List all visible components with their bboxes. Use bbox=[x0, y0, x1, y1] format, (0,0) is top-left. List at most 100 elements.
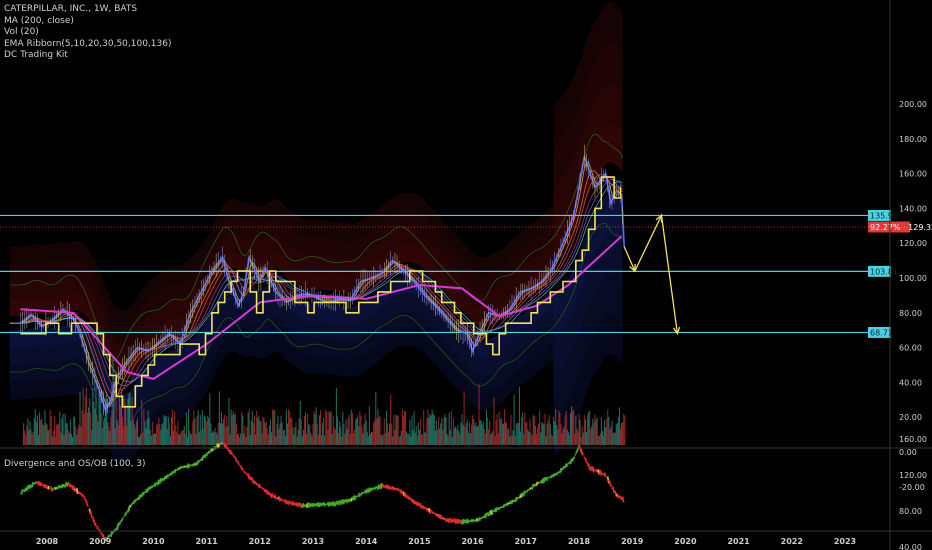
volume-bar bbox=[226, 415, 228, 445]
osc-segment bbox=[88, 507, 90, 510]
volume-bar bbox=[103, 417, 106, 445]
volume-bar bbox=[144, 421, 146, 445]
volume-bar bbox=[315, 407, 317, 445]
volume-bar bbox=[151, 422, 153, 445]
osc-segment bbox=[253, 480, 257, 485]
osc-segment bbox=[128, 504, 131, 512]
osc-segment bbox=[280, 498, 283, 501]
volume-bar bbox=[170, 417, 173, 445]
oscillator-title[interactable]: Divergence and OS/OB (100, 3) bbox=[4, 459, 146, 469]
volume-bar bbox=[259, 420, 261, 445]
volume-bar bbox=[408, 433, 410, 445]
volume-bar bbox=[598, 435, 600, 445]
osc-segment bbox=[522, 490, 526, 497]
volume-bar bbox=[518, 386, 520, 445]
volume-bar bbox=[89, 398, 91, 445]
legend-ema-ribbon[interactable]: EMA Ribborn(5,10,20,30,50,100,136) bbox=[4, 38, 172, 49]
volume-bar bbox=[597, 435, 599, 445]
volume-bar bbox=[104, 398, 107, 445]
osc-segment bbox=[56, 485, 60, 490]
osc-segment bbox=[507, 502, 510, 505]
volume-bar bbox=[141, 399, 143, 445]
volume-bar bbox=[230, 409, 232, 445]
volume-bar bbox=[472, 415, 474, 445]
osc-segment bbox=[408, 496, 411, 500]
volume-bar bbox=[299, 400, 301, 445]
volume-bar bbox=[128, 393, 130, 445]
volume-bar bbox=[39, 412, 41, 445]
volume-bar bbox=[47, 430, 49, 445]
y-tick-label: 120.00 bbox=[899, 239, 927, 248]
volume-bar bbox=[496, 414, 498, 445]
osc-segment bbox=[87, 505, 89, 508]
volume-bar bbox=[551, 436, 553, 445]
volume-bar bbox=[119, 405, 121, 445]
volume-bar bbox=[516, 423, 518, 445]
volume-bar bbox=[124, 398, 126, 445]
legend-ma200[interactable]: MA (200, close) bbox=[4, 15, 74, 26]
volume-bar bbox=[224, 414, 226, 445]
volume-bar bbox=[383, 418, 385, 445]
osc-segment bbox=[239, 465, 243, 470]
volume-bar bbox=[234, 413, 236, 445]
volume-bar bbox=[51, 436, 53, 445]
volume-bar bbox=[590, 429, 592, 445]
volume-bar bbox=[62, 413, 64, 445]
legend-volume[interactable]: Vol (20) bbox=[4, 27, 39, 38]
osc-segment bbox=[542, 477, 545, 484]
osc-segment bbox=[240, 467, 244, 471]
volume-bar bbox=[515, 423, 517, 445]
volume-bar bbox=[486, 417, 489, 445]
osc-segment bbox=[161, 477, 164, 482]
volume-bar bbox=[32, 431, 34, 445]
volume-bar bbox=[192, 421, 194, 445]
volume-bar bbox=[279, 423, 281, 445]
osc-segment bbox=[182, 465, 185, 469]
symbol-title[interactable]: CATERPILLAR, INC., 1W, BATS bbox=[4, 4, 138, 14]
osc-segment bbox=[461, 518, 464, 525]
volume-bar bbox=[36, 415, 38, 445]
legend-dc-trading-kit[interactable]: DC Trading Kit bbox=[4, 50, 68, 61]
volume-bar bbox=[179, 434, 181, 445]
volume-bar bbox=[136, 418, 139, 445]
volume-bar bbox=[540, 432, 542, 445]
volume-bar bbox=[73, 416, 75, 445]
volume-bar bbox=[550, 434, 552, 445]
volume-bar bbox=[162, 423, 164, 445]
volume-bar bbox=[266, 428, 268, 445]
volume-bar bbox=[466, 419, 468, 445]
osc-segment bbox=[518, 494, 522, 499]
volume-bar bbox=[530, 432, 532, 445]
osc-segment bbox=[540, 478, 544, 484]
y-tick-label: 80.00 bbox=[899, 309, 922, 318]
volume-bar bbox=[614, 432, 616, 445]
volume-bar bbox=[507, 429, 509, 445]
volume-bar bbox=[40, 420, 42, 445]
osc-segment bbox=[64, 482, 67, 488]
volume-bar bbox=[61, 418, 63, 445]
volume-bar bbox=[29, 421, 31, 445]
volume-bar bbox=[256, 410, 258, 445]
volume-bar bbox=[441, 418, 443, 445]
osc-segment bbox=[326, 502, 329, 506]
volume-bar bbox=[604, 419, 606, 445]
volume-bar bbox=[561, 433, 563, 445]
volume-bar bbox=[499, 419, 501, 445]
osc-segment bbox=[212, 447, 215, 450]
volume-bar bbox=[135, 421, 137, 445]
osc-segment bbox=[603, 472, 607, 477]
osc-segment bbox=[459, 519, 462, 524]
osc-segment bbox=[230, 451, 233, 455]
volume-bar bbox=[247, 412, 249, 445]
volume-bar bbox=[246, 427, 248, 445]
x-tick-label: 2015 bbox=[408, 537, 431, 546]
volume-bar bbox=[447, 436, 449, 445]
volume-bar bbox=[65, 423, 67, 445]
volume-bar bbox=[351, 413, 353, 445]
volume-bar bbox=[514, 435, 516, 445]
volume-bar bbox=[290, 418, 292, 445]
volume-bar bbox=[293, 434, 295, 445]
osc-segment bbox=[473, 519, 476, 522]
volume-bar bbox=[64, 413, 66, 445]
